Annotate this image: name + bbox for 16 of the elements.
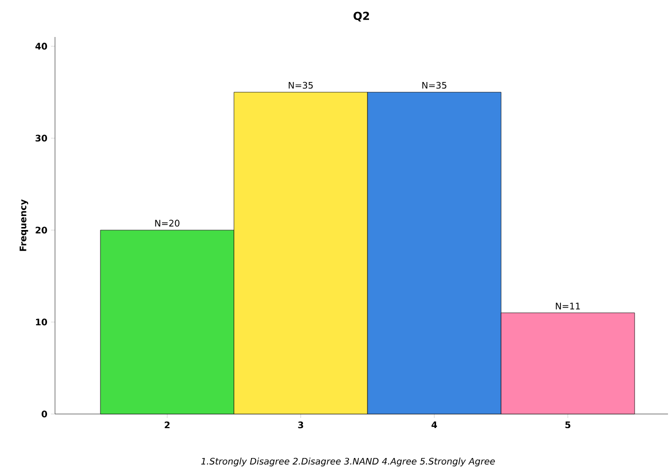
x-tick-label: 4: [432, 422, 437, 428]
y-tick-label: 0: [42, 410, 48, 418]
x-tick-label: 3: [298, 422, 304, 428]
text: 1.Strongly Disagree 2.Disagree 3.NAND 4.Agree 5.Strongly Agree: [201, 458, 495, 466]
y-axis-title: Frequency: [20, 199, 28, 251]
y-tick-label: 30: [36, 134, 48, 142]
y-tick-label: 40: [35, 42, 48, 50]
x-tick-label: 5: [565, 422, 570, 428]
chart-title: Q2: [354, 12, 370, 22]
y-tick-label: 20: [36, 226, 48, 234]
data-label: N=35: [288, 82, 313, 89]
data-label: N=35: [422, 82, 446, 89]
x-tick-label: 2: [164, 422, 170, 428]
data-label: N=20: [155, 220, 180, 227]
y-tick-label: 10: [36, 318, 48, 326]
data-label: N=11: [556, 302, 580, 310]
